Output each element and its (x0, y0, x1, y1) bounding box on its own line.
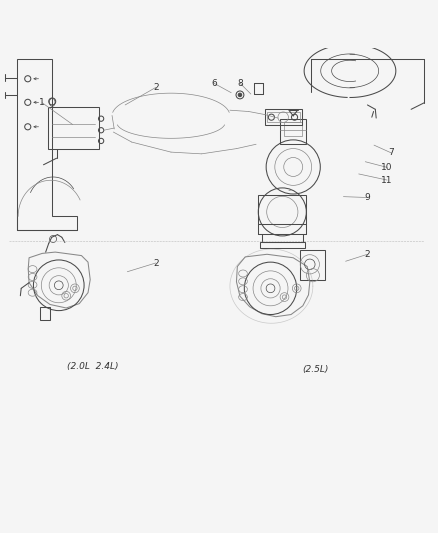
Bar (280, 119, 306, 144)
Text: 10: 10 (381, 163, 393, 172)
Text: 2: 2 (153, 83, 159, 92)
Circle shape (238, 93, 242, 96)
Bar (260, 243, 305, 247)
Text: 9: 9 (364, 193, 370, 202)
Bar (267, 111, 300, 123)
Text: 8: 8 (237, 79, 243, 87)
Bar (40, 307, 49, 320)
Bar (48, 107, 99, 149)
Text: (2.5L): (2.5L) (302, 365, 328, 374)
Bar (300, 250, 325, 280)
Text: (2.0L  2.4L): (2.0L 2.4L) (67, 362, 118, 372)
Bar (258, 195, 306, 224)
Text: 6: 6 (211, 79, 217, 87)
Bar (265, 109, 302, 125)
Text: 2: 2 (153, 259, 159, 268)
Text: 7: 7 (389, 149, 394, 157)
Text: 1: 1 (39, 98, 45, 107)
Text: 2: 2 (365, 250, 370, 259)
Text: 11: 11 (381, 175, 393, 184)
Bar (284, 123, 302, 135)
